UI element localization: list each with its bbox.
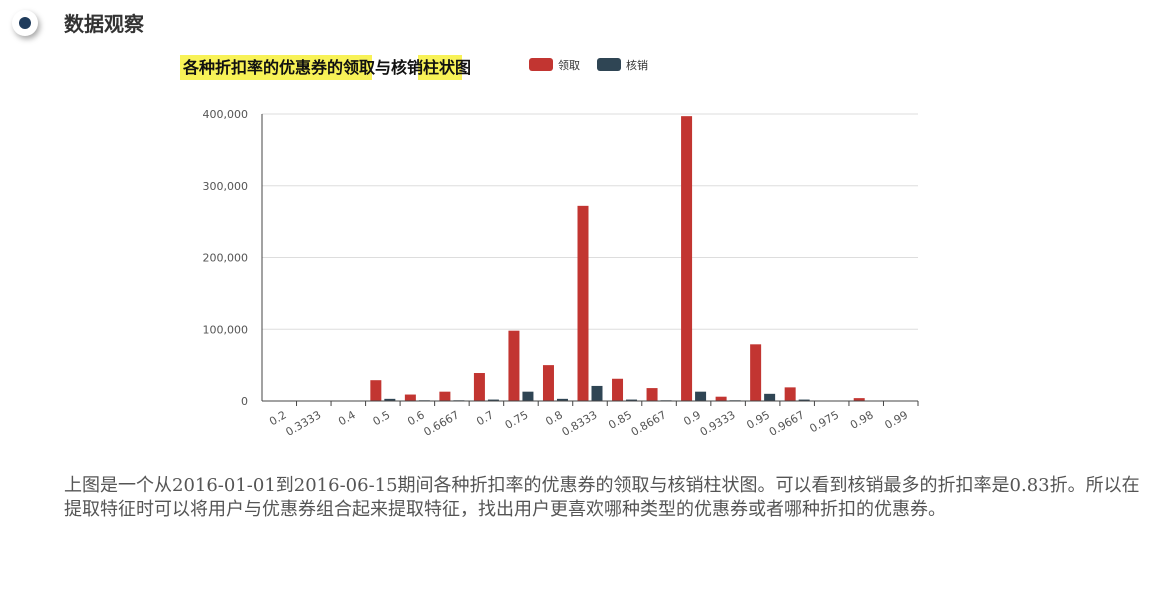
bar-claimed-0.95 <box>750 344 762 401</box>
bar-claimed-0.8667 <box>646 388 658 401</box>
legend-swatch-0[interactable] <box>529 58 553 71</box>
chart-legend[interactable]: 领取 核销 <box>529 58 648 72</box>
x-tick-label: 0.6667 <box>422 408 462 439</box>
y-tick-label: 0 <box>241 395 248 408</box>
y-tick-label: 200,000 <box>203 252 249 265</box>
bar-claimed-0.7 <box>473 373 485 401</box>
title-highlight-1 <box>180 55 372 80</box>
bar-claimed-0.8333 <box>577 205 589 401</box>
bar-redeemed-0.9667 <box>798 399 810 401</box>
bar-claimed-0.85 <box>612 378 624 401</box>
y-axis: 0 100,000 200,000 300,000 400,000 <box>203 108 263 408</box>
section-title: 数据观察 <box>64 12 144 36</box>
bar-redeemed-0.85 <box>626 399 638 401</box>
bar-claimed-0.8 <box>542 365 554 401</box>
x-tick-label: 0.3333 <box>283 408 323 439</box>
bar-claimed-0.75 <box>508 330 520 401</box>
legend-swatch-1[interactable] <box>597 58 621 71</box>
legend-label-0[interactable]: 领取 <box>558 59 580 72</box>
x-tick-label: 0.98 <box>848 408 876 432</box>
section-bullet-icon <box>12 10 38 36</box>
title-highlight-2 <box>418 55 462 80</box>
bar-redeemed-0.9 <box>695 391 707 401</box>
chart-title: 各种折扣率的优惠券的领取与核销柱状图 <box>182 58 471 77</box>
bar-redeemed-0.8 <box>556 398 568 401</box>
legend-label-1[interactable]: 核销 <box>626 58 648 72</box>
title-highlights <box>180 55 462 80</box>
chart-bars <box>266 116 900 401</box>
bar-claimed-0.98 <box>853 398 865 401</box>
chart-grid <box>262 113 918 330</box>
x-tick-label: 0.8333 <box>560 408 600 439</box>
bar-redeemed-0.7 <box>487 399 499 401</box>
x-tick-label: 0.9333 <box>698 408 738 439</box>
bar-redeemed-0.8333 <box>591 385 603 401</box>
x-tick-label: 0.5 <box>371 408 393 428</box>
x-tick-label: 0.99 <box>883 408 911 432</box>
bar-redeemed-0.75 <box>522 391 534 401</box>
x-tick-label: 0.975 <box>807 408 841 435</box>
bar-claimed-0.9 <box>681 116 693 401</box>
bar-claimed-0.6 <box>404 394 416 401</box>
bar-claimed-0.5 <box>370 380 382 401</box>
bar-claimed-0.6667 <box>439 391 451 401</box>
y-tick-label: 300,000 <box>203 180 249 193</box>
x-tick-label: 0.4 <box>336 408 358 428</box>
x-axis: 0.20.3333 0.4 0.5 0.60.6667 0.7 0.75 0.80.8333… <box>262 400 919 439</box>
description-paragraph: 上图是一个从2016-01-01到2016-06-15期间各种折扣率的优惠券的领… <box>64 475 1140 520</box>
bar-redeemed-0.95 <box>764 393 776 401</box>
bar-claimed-0.9333 <box>715 396 727 401</box>
x-tick-label: 0.75 <box>503 408 531 432</box>
x-tick-label: 0.9667 <box>767 408 807 439</box>
y-tick-label: 400,000 <box>203 108 249 121</box>
x-tick-label: 0.7 <box>474 408 496 428</box>
bar-claimed-0.9667 <box>784 387 796 401</box>
bar-chart: 各种折扣率的优惠券的领取与核销柱状图 领取 核销 0 100,000 200,000 3… <box>180 55 919 439</box>
bar-redeemed-0.5 <box>384 398 396 401</box>
x-tick-label: 0.8667 <box>629 408 669 439</box>
y-tick-label: 100,000 <box>203 323 249 336</box>
